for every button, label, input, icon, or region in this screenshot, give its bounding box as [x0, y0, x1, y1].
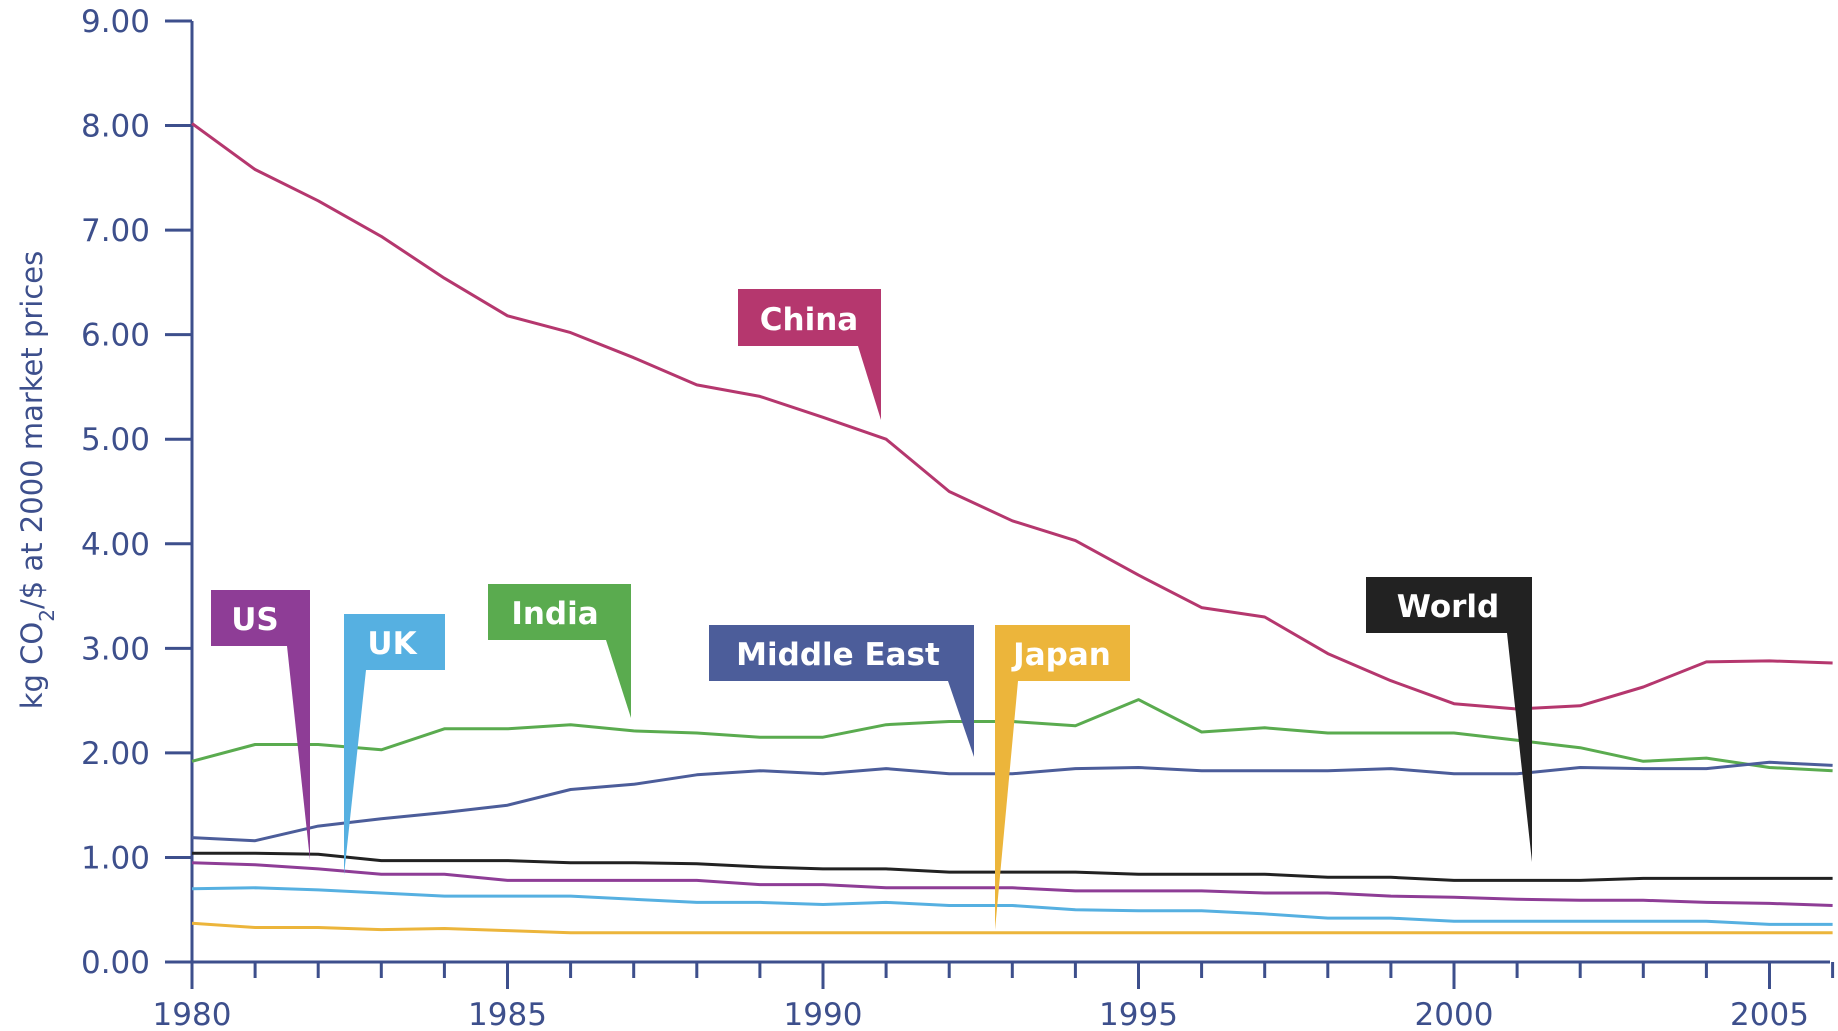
callout-japan: Japan: [995, 625, 1130, 930]
callout-china: China: [738, 289, 881, 420]
callout-label: China: [760, 302, 858, 338]
x-tick-label: 2000: [1415, 997, 1494, 1031]
y-tick-label: 7.00: [81, 213, 150, 249]
callout-pointer: [858, 346, 881, 420]
y-tick-label: 1.00: [81, 840, 150, 876]
y-tick-label: 8.00: [81, 109, 150, 145]
callout-box: [344, 614, 445, 670]
axes: 0.00 1.00 2.00 3.00 4.00 5.00 6.00 7.00 8.00 9.00…: [81, 4, 1835, 1031]
callout-box: [488, 584, 631, 640]
callout-pointer: [606, 640, 631, 718]
y-tick-label: 6.00: [81, 318, 150, 354]
y-tick-label: 5.00: [81, 422, 150, 458]
callout-pointer: [995, 681, 1018, 930]
callout-label: India: [511, 596, 598, 632]
series-layer: [191, 122, 1833, 935]
series-line-us: [191, 861, 1833, 907]
x-tick-label: 1980: [153, 997, 232, 1031]
x-tick-label: 1995: [1099, 997, 1178, 1031]
callout-label: US: [231, 602, 279, 638]
series-line-uk: [191, 886, 1833, 926]
callout-india: India: [488, 584, 631, 718]
callout-box: [738, 289, 881, 346]
callout-layer: China US UK India Middle East Japan World: [211, 289, 1532, 930]
callout-box: [995, 625, 1130, 681]
y-tick-label: 0.00: [81, 945, 150, 981]
y-axis-label: kg CO2/$ at 2000 market prices: [15, 251, 59, 709]
x-tick-label: 1985: [468, 997, 547, 1031]
series-line-japan: [191, 921, 1833, 935]
callout-middle-east: Middle East: [709, 625, 974, 757]
y-tick-label: 4.00: [81, 527, 150, 563]
callout-us: US: [211, 590, 310, 860]
y-tick-label: 3.00: [81, 631, 150, 667]
callout-pointer: [344, 670, 366, 875]
callout-label: Japan: [1011, 637, 1111, 673]
callout-box: [1366, 577, 1532, 633]
x-tick-label: 2005: [1730, 997, 1809, 1031]
callout-world: World: [1366, 577, 1532, 862]
y-tick-label: 2.00: [81, 736, 150, 772]
callout-uk: UK: [344, 614, 445, 875]
callout-label: Middle East: [736, 637, 940, 673]
callout-pointer: [287, 646, 310, 860]
series-line-china: [191, 122, 1833, 711]
callout-box: [709, 625, 974, 681]
callout-pointer: [948, 681, 974, 757]
callout-label: World: [1397, 589, 1500, 625]
y-tick-label: 9.00: [81, 4, 150, 40]
callout-box: [211, 590, 310, 646]
callout-pointer: [1507, 633, 1532, 862]
callout-label: UK: [367, 626, 417, 662]
series-line-middle-east: [191, 760, 1833, 843]
x-tick-label: 1990: [784, 997, 863, 1031]
series-line-world: [192, 851, 1833, 882]
